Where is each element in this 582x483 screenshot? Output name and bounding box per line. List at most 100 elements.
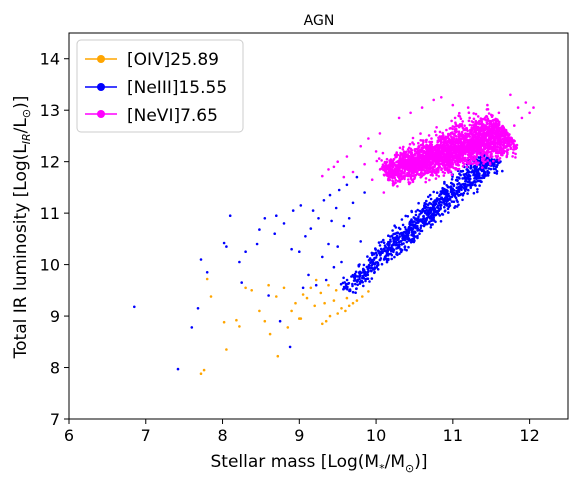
data-point-neiii	[436, 204, 440, 207]
data-point-nevi	[481, 148, 484, 152]
data-point-nevi	[482, 117, 486, 121]
data-point-neiii	[205, 271, 209, 274]
data-point-neiii	[400, 249, 404, 252]
data-point-nevi	[413, 152, 417, 155]
data-point-neiii	[380, 248, 383, 251]
data-point-neiii	[434, 202, 438, 206]
data-point-neiii	[448, 197, 452, 201]
data-point-nevi	[439, 141, 443, 145]
data-point-nevi	[474, 161, 477, 165]
data-point-nevi	[403, 152, 406, 155]
data-point-neiii	[461, 198, 464, 202]
data-point-nevi	[480, 126, 483, 129]
data-point-nevi	[363, 162, 366, 166]
data-point-neiii	[354, 291, 357, 295]
data-point-nevi	[461, 165, 465, 168]
data-point-nevi	[424, 177, 428, 180]
data-point-neiii	[441, 189, 444, 192]
data-point-nevi	[478, 119, 481, 123]
data-point-nevi	[428, 168, 432, 171]
data-point-neiii	[398, 232, 402, 236]
data-point-neiii	[282, 222, 286, 225]
data-point-nevi	[396, 179, 400, 183]
data-point-neiii	[386, 250, 390, 253]
data-point-neiii	[255, 242, 259, 246]
data-point-nevi	[458, 159, 461, 162]
data-point-nevi	[461, 126, 465, 130]
data-point-oiv	[321, 322, 324, 326]
data-point-neiii	[228, 214, 232, 217]
data-point-neiii	[291, 209, 295, 212]
data-point-nevi	[381, 151, 385, 155]
data-point-oiv	[268, 332, 272, 336]
data-point-nevi	[481, 135, 484, 139]
data-point-nevi	[451, 103, 455, 107]
data-point-oiv	[351, 301, 355, 305]
data-point-nevi	[417, 145, 421, 149]
data-point-nevi	[515, 145, 518, 149]
x-tick-label: 9	[294, 426, 304, 445]
data-point-neiii	[367, 264, 371, 268]
data-point-nevi	[512, 151, 515, 154]
data-point-nevi	[481, 138, 485, 141]
data-point-oiv	[309, 286, 313, 290]
data-point-neiii	[343, 286, 347, 290]
data-point-nevi	[499, 135, 502, 138]
data-point-nevi	[466, 156, 470, 160]
data-point-neiii	[447, 192, 450, 196]
data-point-neiii	[449, 195, 452, 199]
data-point-nevi	[451, 161, 454, 164]
data-point-nevi	[401, 158, 405, 162]
data-point-nevi	[443, 171, 447, 175]
data-point-nevi	[480, 121, 484, 125]
data-point-nevi	[478, 148, 482, 152]
data-point-nevi	[494, 117, 498, 121]
data-point-nevi	[494, 154, 498, 158]
plot-points	[133, 93, 535, 376]
data-point-neiii	[418, 232, 421, 235]
data-point-neiii	[449, 190, 453, 194]
data-point-neiii	[322, 199, 326, 202]
data-point-nevi	[458, 153, 462, 156]
data-point-nevi	[424, 180, 428, 184]
data-point-nevi	[504, 133, 508, 137]
data-point-nevi	[484, 160, 487, 164]
data-point-nevi	[476, 144, 479, 148]
data-point-nevi	[397, 116, 401, 120]
data-point-neiii	[399, 240, 403, 243]
data-point-nevi	[487, 112, 491, 115]
data-point-neiii	[497, 161, 500, 165]
data-point-neiii	[380, 262, 384, 266]
data-point-nevi	[492, 159, 495, 163]
legend-marker	[97, 83, 105, 91]
data-point-neiii	[390, 248, 393, 252]
data-point-neiii	[428, 208, 432, 211]
data-point-nevi	[389, 166, 392, 169]
data-point-nevi	[474, 121, 478, 124]
data-point-nevi	[417, 141, 420, 145]
data-point-nevi	[498, 157, 502, 160]
data-point-nevi	[486, 108, 490, 111]
data-point-neiii	[415, 218, 419, 222]
data-point-neiii	[369, 260, 373, 264]
data-point-nevi	[511, 155, 514, 158]
data-point-nevi	[465, 165, 469, 169]
data-point-nevi	[475, 155, 479, 158]
data-point-oiv	[294, 301, 297, 305]
data-point-nevi	[503, 136, 507, 139]
data-point-nevi	[446, 153, 450, 156]
data-point-neiii	[324, 278, 328, 282]
data-point-nevi	[497, 111, 501, 115]
data-point-nevi	[506, 152, 509, 156]
data-point-nevi	[411, 136, 415, 140]
y-tick-label: 9	[50, 307, 60, 326]
data-point-nevi	[469, 160, 472, 163]
data-point-nevi	[489, 140, 493, 143]
data-point-nevi	[451, 138, 455, 141]
data-point-nevi	[403, 175, 406, 179]
data-point-nevi	[403, 160, 407, 163]
data-point-nevi	[458, 111, 461, 115]
data-point-neiii	[351, 201, 355, 205]
data-point-nevi	[463, 156, 467, 160]
data-point-nevi	[414, 170, 417, 174]
